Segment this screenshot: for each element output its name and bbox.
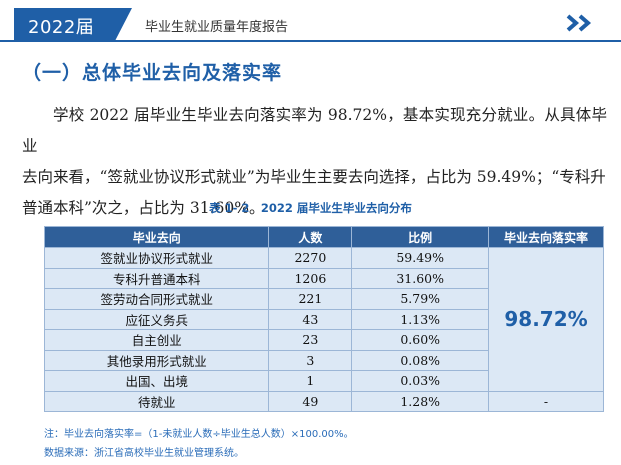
unemployed-rate-value: - bbox=[488, 390, 604, 412]
table-row: 签就业协议形式就业 2270 59.49% 98.72% bbox=[43, 247, 604, 392]
cell-destination: 自主创业 bbox=[43, 329, 270, 351]
cell-count: 43 bbox=[268, 308, 353, 330]
table-row: 待就业 49 1.28% - bbox=[43, 390, 604, 412]
table-row: 应征义务兵 43 1.13% bbox=[43, 308, 604, 330]
cell-ratio: 5.79% bbox=[351, 288, 490, 310]
cell-destination: 专科升普通本科 bbox=[43, 267, 270, 289]
table-row: 出国、出境 1 0.03% bbox=[43, 370, 604, 392]
cell-destination: 出国、出境 bbox=[43, 370, 270, 392]
header-placement-rate: 毕业去向落实率 bbox=[488, 226, 604, 248]
year-label: 2022届 bbox=[28, 17, 95, 38]
cell-destination: 其他录用形式就业 bbox=[43, 349, 270, 371]
header-ratio: 比例 bbox=[351, 226, 490, 248]
cell-destination: 签就业协议形式就业 bbox=[43, 247, 270, 269]
destination-table: 毕业去向 人数 比例 毕业去向落实率 签就业协议形式就业 2270 59.49%… bbox=[43, 226, 604, 412]
paragraph-line-1: 学校 2022 届毕业生毕业去向落实率为 98.72%，基本实现充分就业。从具体… bbox=[22, 106, 607, 155]
section-title: （一）总体毕业去向及落实率 bbox=[22, 62, 283, 84]
data-source-note: 数据来源：浙江省高校毕业生就业管理系统。 bbox=[44, 448, 244, 459]
cell-ratio: 1.13% bbox=[351, 308, 490, 330]
cell-count: 1206 bbox=[268, 267, 353, 289]
double-chevron-right-icon bbox=[566, 14, 592, 32]
cell-count: 221 bbox=[268, 288, 353, 310]
cell-ratio: 0.08% bbox=[351, 349, 490, 371]
table-row: 自主创业 23 0.60% bbox=[43, 329, 604, 351]
cell-ratio: 0.03% bbox=[351, 370, 490, 392]
table-header-row: 毕业去向 人数 比例 毕业去向落实率 bbox=[43, 226, 604, 248]
year-tab: 2022届 bbox=[14, 8, 132, 40]
cell-count: 23 bbox=[268, 329, 353, 351]
cell-destination: 签劳动合同形式就业 bbox=[43, 288, 270, 310]
cell-count: 49 bbox=[268, 390, 353, 412]
cell-ratio: 1.28% bbox=[351, 390, 490, 412]
cell-ratio: 31.60% bbox=[351, 267, 490, 289]
report-title: 毕业生就业质量年度报告 bbox=[145, 20, 289, 35]
table-row: 其他录用形式就业 3 0.08% bbox=[43, 349, 604, 371]
cell-count: 2270 bbox=[268, 247, 353, 269]
cell-count: 3 bbox=[268, 349, 353, 371]
paragraph-line-2: 去向来看，“签就业协议形式就业”为毕业生主要去向选择，占比为 59.49%；“专… bbox=[22, 168, 606, 186]
header-rule bbox=[0, 40, 621, 42]
placement-rate-value: 98.72% bbox=[488, 247, 604, 392]
page-header: 2022届 毕业生就业质量年度报告 bbox=[0, 8, 621, 42]
paragraph-line-3: 普通本科”次之，占比为 31.60%。 bbox=[22, 199, 265, 217]
cell-ratio: 0.60% bbox=[351, 329, 490, 351]
body-paragraph: 学校 2022 届毕业生毕业去向落实率为 98.72%，基本实现充分就业。从具体… bbox=[22, 100, 607, 224]
cell-ratio: 59.49% bbox=[351, 247, 490, 269]
header-destination: 毕业去向 bbox=[43, 226, 270, 248]
cell-destination: 待就业 bbox=[43, 390, 270, 412]
table-note: 注：毕业去向落实率=（1-未就业人数÷毕业生总人数）×100.00%。 bbox=[44, 429, 354, 440]
table-row: 专科升普通本科 1206 31.60% bbox=[43, 267, 604, 289]
header-count: 人数 bbox=[268, 226, 353, 248]
cell-destination: 应征义务兵 bbox=[43, 308, 270, 330]
table-caption: 表 1- 2 2022 届毕业生毕业去向分布 bbox=[209, 201, 412, 215]
cell-count: 1 bbox=[268, 370, 353, 392]
